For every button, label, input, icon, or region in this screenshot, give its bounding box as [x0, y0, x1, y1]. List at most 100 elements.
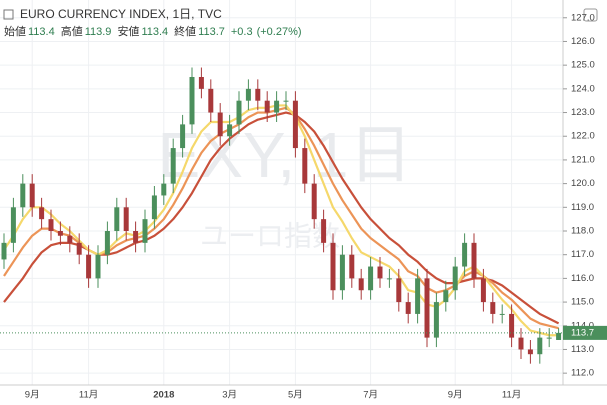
ohlc-value: 113.4: [141, 26, 168, 38]
candle-body: [29, 183, 35, 208]
candle-body: [227, 124, 233, 137]
candle-body: [123, 207, 129, 231]
candle-body: [386, 278, 392, 280]
x-tick-label: 2018: [153, 390, 174, 401]
ohlc-label: 安値: [117, 24, 139, 38]
y-tick-label: 120.0: [571, 178, 595, 189]
candle-body: [415, 278, 421, 314]
candle-body: [20, 183, 26, 208]
candle-body: [358, 278, 364, 291]
candle-body: [86, 254, 92, 279]
candle-body: [217, 112, 223, 137]
watermark: EXY, 1日: [158, 119, 413, 191]
candle-body: [339, 254, 345, 291]
candle-body: [76, 242, 82, 255]
candle-body: [480, 278, 486, 303]
candle-body: [330, 242, 336, 291]
candle-body: [377, 266, 383, 279]
candle-body: [189, 77, 195, 125]
y-tick-label: 118.0: [571, 226, 594, 237]
overlay-layer: 始値 113.4 高値 113.9 安値 113.4 終値 113.7 +0.3 (+0.27%)…: [0, 12, 607, 401]
candle-body: [161, 183, 167, 196]
y-tick-label: 121.0: [571, 154, 595, 165]
moving-average: [3, 104, 559, 337]
candle-body: [405, 302, 411, 314]
ohlc-label: 終値: [174, 24, 196, 38]
y-tick-label: 114.0: [571, 320, 594, 331]
candle-body: [368, 266, 374, 291]
candle-body: [537, 337, 543, 355]
candle-body: [48, 219, 54, 231]
y-tick-label: 116.0: [571, 273, 594, 284]
chart-title: EURO CURRENCY INDEX, 1日, TVC: [20, 7, 222, 21]
candle-body: [95, 254, 101, 279]
y-tick-label: 123.0: [571, 107, 595, 118]
change: +0.3: [231, 26, 253, 38]
candle-body: [509, 313, 515, 338]
candle-body: [292, 100, 298, 149]
candle-body: [490, 302, 496, 314]
candle-body: [274, 100, 280, 113]
candle-body: [433, 302, 439, 338]
change-pct: (+0.27%): [257, 26, 302, 38]
x-tick-label: 9月: [25, 390, 40, 401]
candle-body: [104, 231, 110, 255]
x-tick-label: 9月: [448, 390, 463, 401]
expand-icon[interactable]: [3, 9, 14, 20]
ohlc-label: 始値: [4, 24, 26, 38]
candle-body: [151, 195, 157, 220]
candle-body: [471, 242, 477, 279]
candle-body: [556, 332, 562, 340]
last-price-label: 113.7: [571, 327, 594, 338]
candle-body: [245, 88, 251, 101]
candle-body: [518, 337, 524, 350]
x-tick-label: 11月: [502, 390, 521, 401]
candle-body: [311, 183, 317, 220]
y-tick-label: 115.0: [571, 297, 594, 308]
candle-body: [1, 242, 7, 260]
candle-body: [396, 278, 402, 303]
candle-body: [67, 235, 73, 243]
candle-body: [39, 207, 45, 220]
watermark-sub: ユーロ指数: [200, 220, 340, 251]
data-layer: [1, 67, 562, 364]
candle-body: [349, 254, 355, 279]
y-tick-label: 119.0: [571, 202, 594, 213]
y-tick-label: 124.0: [571, 83, 595, 94]
candle-body: [283, 100, 289, 102]
candle-body: [499, 313, 505, 315]
candle-body: [462, 242, 468, 267]
ohlc-value: 113.7: [198, 26, 225, 38]
last-price-box: [563, 325, 607, 340]
y-tick-label: 113.0: [571, 344, 594, 355]
candle-body: [198, 77, 204, 89]
candle-body: [255, 88, 261, 101]
candle-body: [321, 219, 327, 243]
y-tick-label: 122.0: [571, 131, 595, 142]
candle-body: [142, 219, 148, 243]
candle-body: [208, 88, 214, 113]
grid-layer: [0, 0, 563, 385]
y-tick-label: 117.0: [571, 249, 594, 260]
y-tick-label: 112.0: [571, 368, 594, 379]
candle-body: [264, 100, 270, 113]
calendar-icon[interactable]: [583, 8, 598, 22]
candle-body: [10, 207, 16, 243]
x-tick-label: 11月: [79, 390, 98, 401]
candle-body: [133, 231, 139, 243]
ohlc-value: 113.9: [85, 26, 112, 38]
y-tick-label: 125.0: [571, 60, 595, 71]
x-tick-label: 5月: [288, 390, 303, 401]
candle-body: [236, 100, 242, 125]
candle-body: [170, 148, 176, 184]
candle-body: [302, 148, 308, 184]
candle-body: [114, 207, 120, 231]
ohlc-value: 113.4: [28, 26, 55, 38]
y-tick-label: 127.0: [571, 12, 595, 23]
candle-body: [546, 337, 552, 339]
x-tick-label: 7月: [363, 390, 378, 401]
candle-body: [180, 124, 186, 149]
